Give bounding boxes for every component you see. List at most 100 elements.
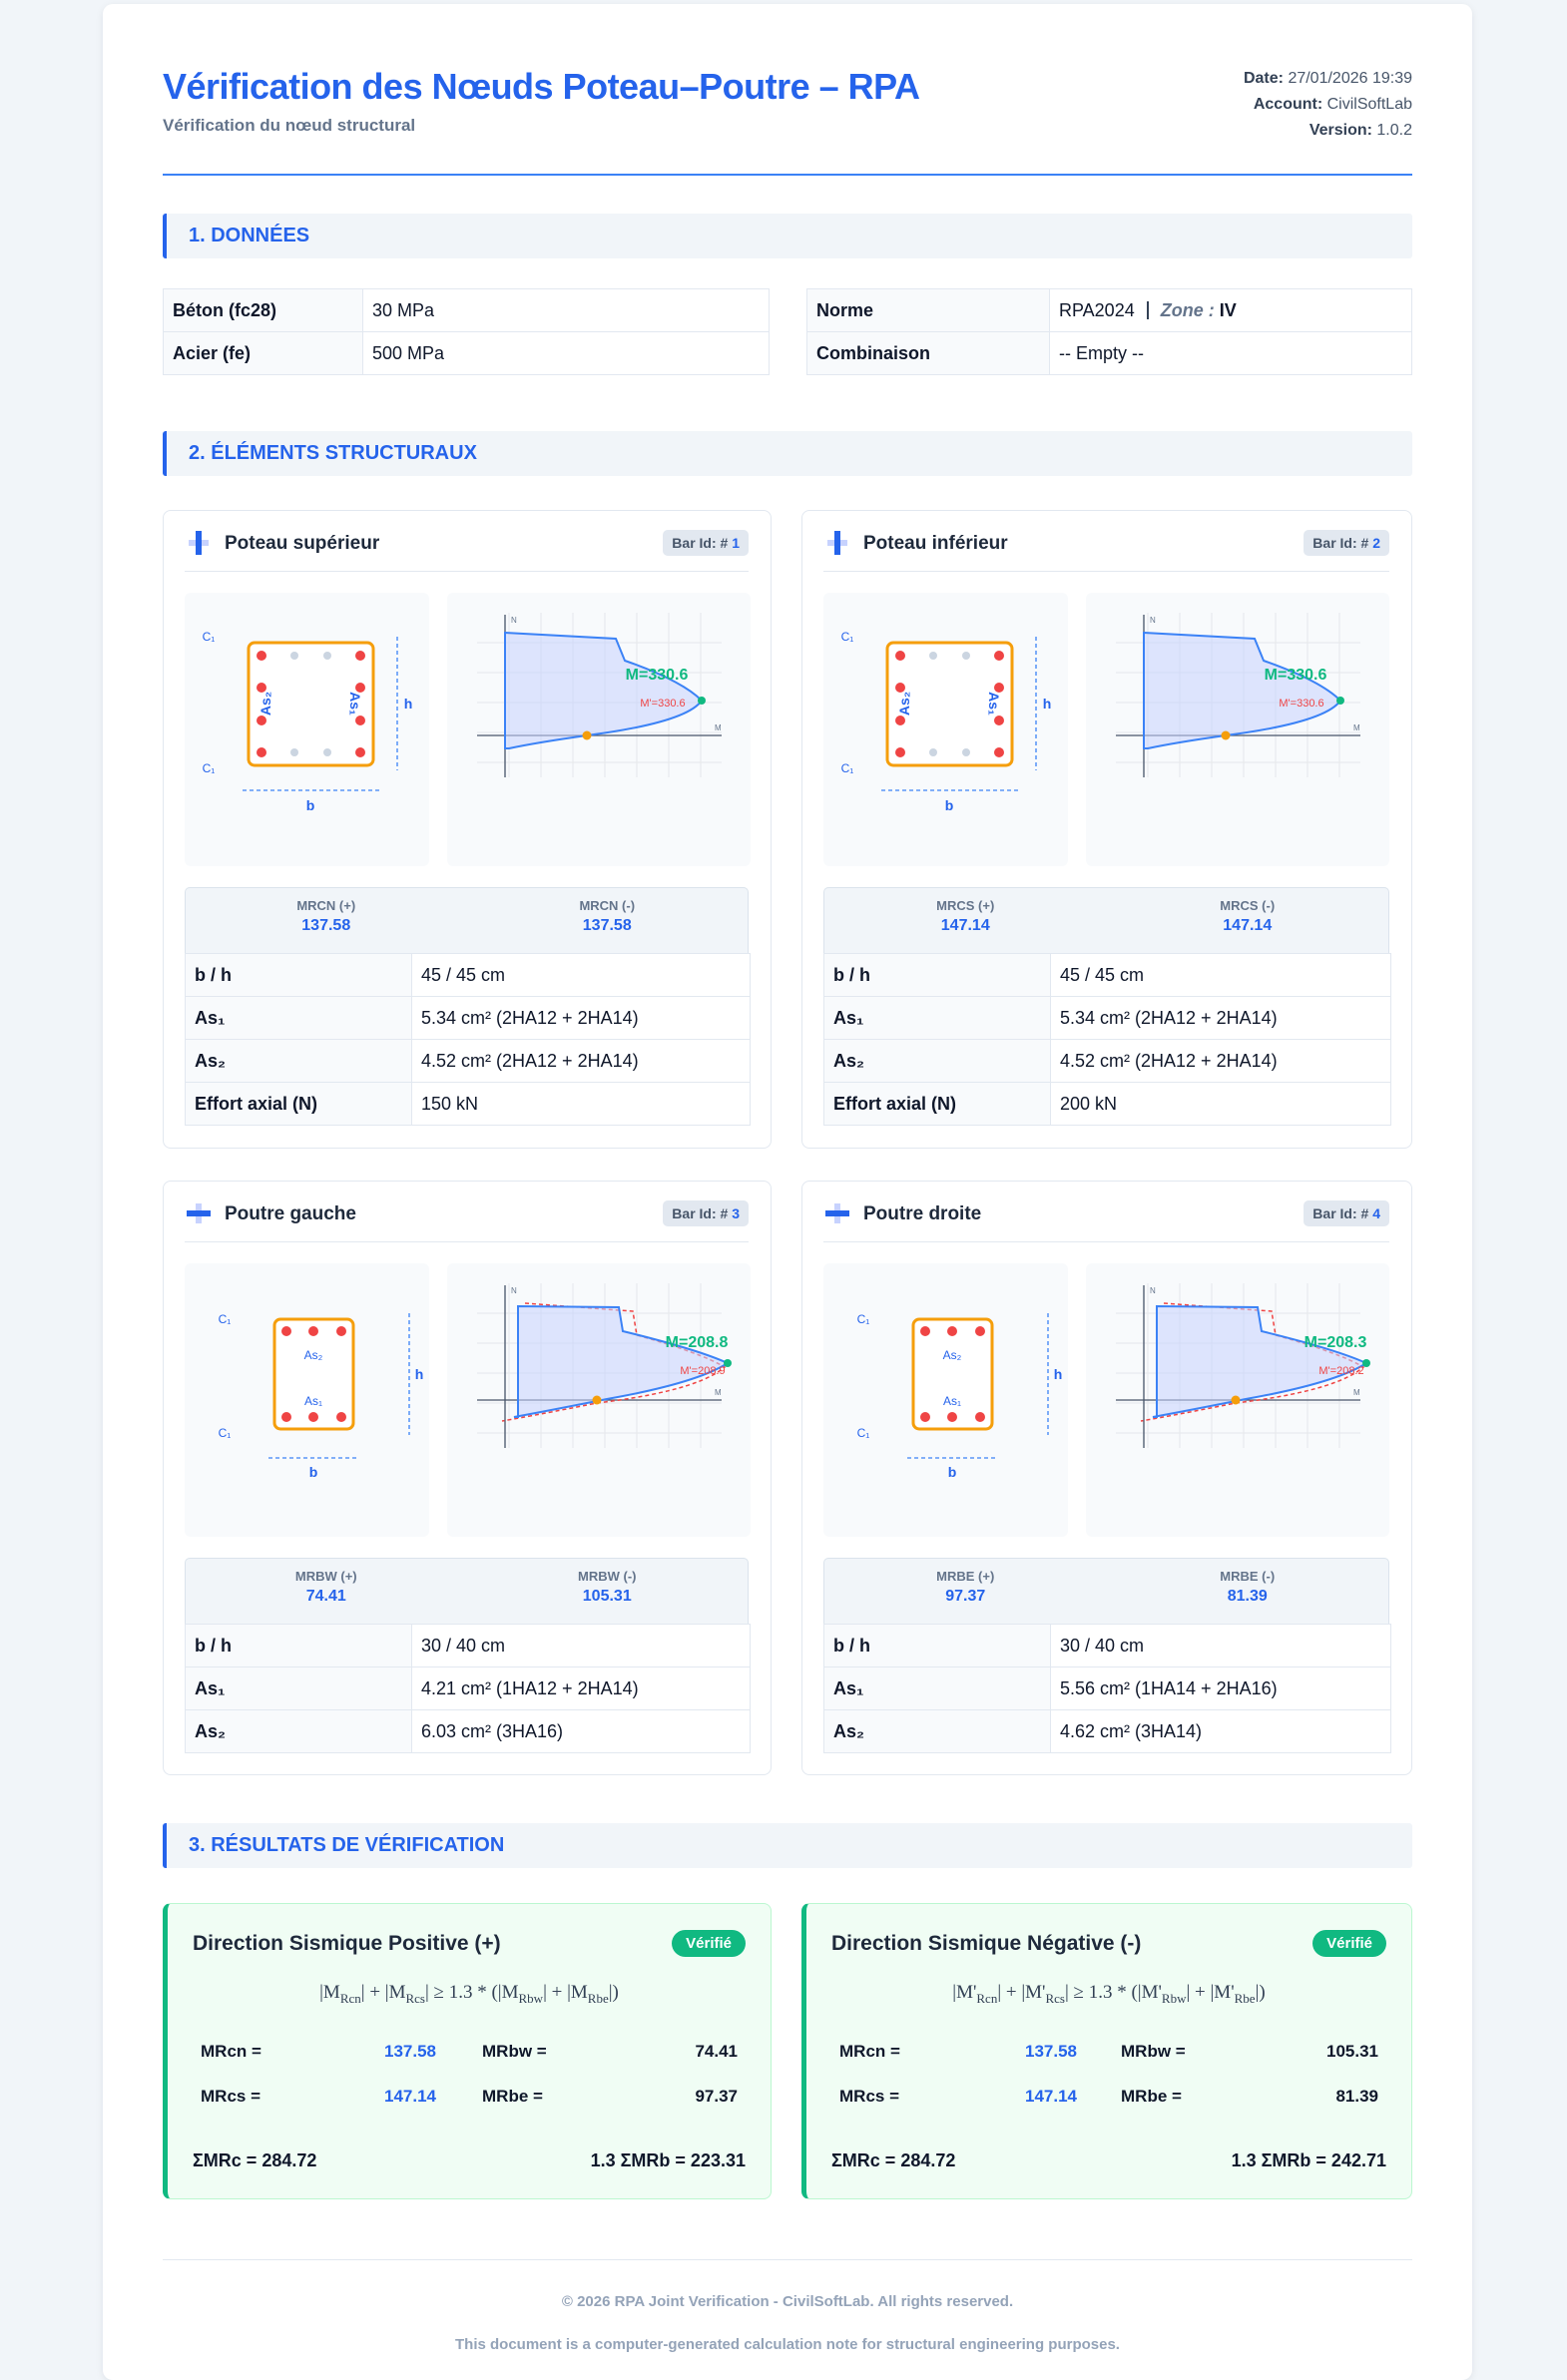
rebar (308, 1326, 318, 1336)
rebar (281, 1412, 291, 1422)
rebar (290, 748, 298, 756)
cell-value: 200 kN (1050, 1082, 1391, 1126)
moment-label: MRCS (-) (1220, 898, 1276, 913)
cell-label: As₂ (823, 1709, 1051, 1753)
element-table: b / h 45 / 45 cm As₁ 5.34 cm² (2HA12 + 2HA1… (823, 953, 1391, 1126)
interaction-curve (513, 1304, 731, 1418)
moment-value: 74.41 (305, 1588, 346, 1605)
result-card: Direction Sismique Positive (+) Vérifié |M… (163, 1903, 772, 2199)
rebar (323, 748, 331, 756)
table-row: As₂ 4.52 cm² (2HA12 + 2HA14) (185, 1039, 751, 1083)
cell-label: Effort axial (N) (185, 1082, 412, 1126)
formula-part: Rcs (405, 1990, 425, 2006)
cell-label: Norme (806, 288, 1050, 332)
result-value: 137.58 (384, 2042, 436, 2061)
sum-columns: ΣMRc = 284.72 (831, 2150, 956, 2170)
rebar (355, 651, 365, 661)
cell-value: 45 / 45 cm (411, 953, 751, 997)
element-icon (825, 1203, 849, 1223)
cell-value: RPA2024 Zone : IV (1049, 288, 1412, 332)
section-title: 2. ÉLÉMENTS STRUCTURAUX (163, 431, 1412, 476)
table-row: As₂ 4.52 cm² (2HA12 + 2HA14) (823, 1039, 1391, 1083)
moment-label: M=208.3 (1305, 1334, 1367, 1351)
result-row: MRcs = 147.14 MRbe = 97.37 (193, 2077, 746, 2115)
rebar (355, 715, 365, 725)
result-value: 97.37 (695, 2087, 738, 2106)
bar-id: Bar Id: # 2 (1304, 530, 1389, 556)
formula-part: |M' (952, 1982, 977, 2003)
rebar (920, 1326, 930, 1336)
interaction-diagram: N M M=208.8 M'=208.9 (477, 1283, 732, 1448)
table-row: b / h 45 / 45 cm (823, 953, 1391, 997)
formula-part: | + |M' (1186, 1982, 1235, 2003)
axis-label: N (1150, 616, 1156, 625)
moment-label: M'=208.9 (680, 1365, 725, 1377)
section-title: 1. DONNÉES (163, 214, 1412, 258)
diagram-label: h (1054, 1366, 1063, 1382)
formula-part: | ≥ 1.3 * (|M (424, 1982, 519, 2003)
moment-label: M=330.6 (1265, 667, 1327, 684)
element-name: Poutre droite (863, 1203, 982, 1224)
cell-value: 4.52 cm² (2HA12 + 2HA14) (1050, 1039, 1391, 1083)
result-title: Direction Sismique Positive (+) (193, 1932, 501, 1955)
moment-label: MRCN (+) (296, 898, 356, 913)
sum-columns: ΣMRc = 284.72 (193, 2150, 317, 2170)
cell-label: Combinaison (806, 331, 1050, 375)
report-page: Vérification des Nœuds Poteau–Poutre – R… (103, 4, 1472, 2380)
rebar (994, 715, 1004, 725)
element-card: Poutre droite Bar Id: # 4 As₂ As₁ h b C₁ C₁ N M M=… (801, 1181, 1412, 1775)
rebar (257, 683, 266, 693)
table-row: Effort axial (N) 200 kN (823, 1082, 1391, 1126)
cell-label: As₁ (185, 1666, 412, 1710)
formula-part: | ≥ 1.3 * (|M' (1064, 1982, 1162, 2003)
element-name: Poteau supérieur (225, 533, 380, 554)
moment-value: 147.14 (940, 917, 990, 934)
moments: MRBE (+) 97.37 MRBE (-) 81.39 (823, 1558, 1389, 1625)
result-value: 137.58 (1025, 2042, 1077, 2061)
section-box: As₂ As₁ h b C₁ C₁ (823, 593, 1068, 866)
meta-date: Date: 27/01/2026 19:39 (1244, 66, 1412, 92)
diagram-label: As₂ (943, 1348, 962, 1362)
rebar (257, 747, 266, 757)
cell-value: 5.34 cm² (2HA12 + 2HA14) (411, 996, 751, 1040)
result-value: 105.31 (1326, 2042, 1378, 2061)
diagram-label: C₁ (841, 630, 854, 644)
zone: IV (1219, 299, 1237, 320)
diagram-box: N M M=208.8 M'=208.9 (447, 1263, 751, 1537)
element-card: Poutre gauche Bar Id: # 3 As₂ As₁ h b C₁ C₁ N M M=… (163, 1181, 772, 1775)
result-label: MRcs = (201, 2087, 261, 2106)
moment-label: MRBE (-) (1220, 1569, 1276, 1584)
meta-value: CivilSoftLab (1326, 96, 1412, 113)
cell-label: Effort axial (N) (823, 1082, 1051, 1126)
result-title: Direction Sismique Négative (-) (831, 1932, 1142, 1955)
meta-value: 27/01/2026 19:39 (1288, 70, 1412, 87)
moment-label: M'=208.2 (1318, 1365, 1363, 1377)
cell-label: b / h (823, 1624, 1051, 1667)
diagram-label: As₁ (304, 1394, 322, 1408)
element-icon (827, 531, 847, 555)
table-row: As₁ 5.56 cm² (1HA14 + 2HA16) (823, 1666, 1391, 1710)
element-card: Poteau inférieur Bar Id: # 2 As₂ As₁ h b C₁ C₁ N… (801, 510, 1412, 1149)
formula-part: Rbw (518, 1990, 544, 2006)
moments: MRCN (+) 137.58 MRCN (-) 137.58 (185, 887, 749, 954)
meta-value: 1.0.2 (1376, 122, 1412, 139)
point (582, 730, 592, 740)
section-outline (247, 641, 375, 767)
formula-part: Rcn (976, 1990, 998, 2006)
interaction-curve (1143, 631, 1342, 749)
norme: RPA2024 (1059, 299, 1135, 320)
rebar (323, 652, 331, 660)
moment-label: MRCS (+) (936, 898, 995, 913)
formula-part: |) (608, 1982, 619, 2003)
bar-id-value: 2 (1372, 535, 1380, 551)
table-row: As₂ 4.62 cm² (3HA14) (823, 1709, 1391, 1753)
section-drawing: As₂ As₁ h b C₁ C₁ (857, 1312, 1063, 1480)
icon-part (196, 531, 202, 555)
cell-value: 30 MPa (362, 288, 770, 332)
formula-part: Rcs (1045, 1990, 1065, 2006)
rebar (947, 1412, 957, 1422)
moment-col: MRBW (-) 105.31 (467, 1569, 749, 1606)
cell-value: 5.56 cm² (1HA14 + 2HA16) (1050, 1666, 1391, 1710)
cell-label: As₂ (185, 1709, 412, 1753)
